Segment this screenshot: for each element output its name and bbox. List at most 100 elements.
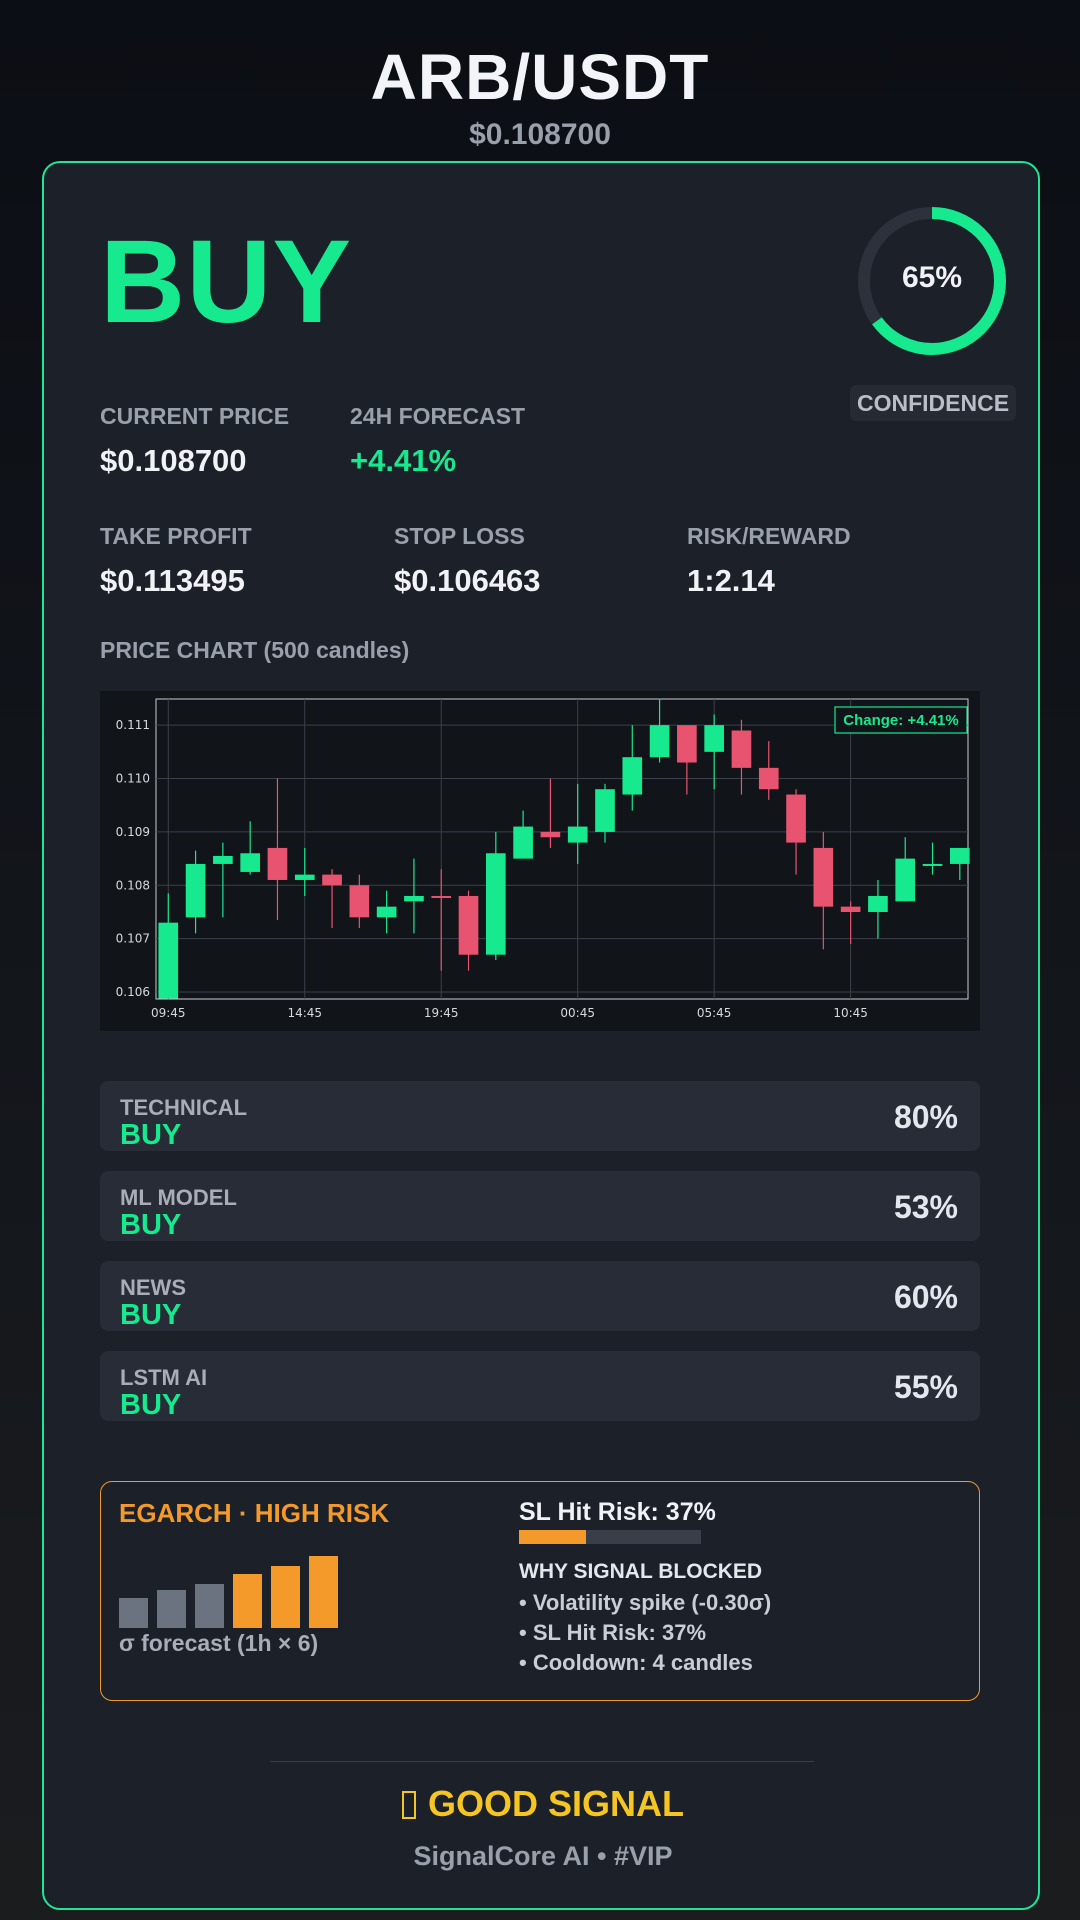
candle-body bbox=[404, 895, 424, 902]
candle-body bbox=[567, 826, 588, 843]
chart-title: PRICE CHART (500 candles) bbox=[100, 637, 410, 663]
source-signal: BUY bbox=[120, 1389, 182, 1421]
sigma-bar bbox=[233, 1574, 262, 1628]
candle-body bbox=[240, 853, 260, 872]
footer-divider bbox=[270, 1761, 814, 1762]
signal-card: BUY 65% CONFIDENCE CURRENT PRICE $0.1087… bbox=[42, 161, 1040, 1910]
why-item: • Volatility spike (-0.30σ) bbox=[519, 1590, 772, 1615]
candle-body bbox=[704, 725, 724, 752]
risk-panel: EGARCH · HIGH RISK σ forecast (1h × 6) S… bbox=[100, 1481, 980, 1701]
take-profit-label: TAKE PROFIT bbox=[100, 523, 252, 549]
sl-hit-risk-bar bbox=[519, 1530, 701, 1544]
y-tick-label: 0.110 bbox=[116, 772, 150, 786]
take-profit-value: $0.113495 bbox=[100, 563, 245, 598]
sigma-forecast-bars bbox=[119, 1548, 339, 1628]
header-price: $0.108700 bbox=[469, 118, 611, 151]
current-price-label: CURRENT PRICE bbox=[100, 403, 290, 429]
source-row-lstm-ai: LSTM AI BUY 55% bbox=[100, 1351, 980, 1421]
sigma-label: σ forecast (1h × 6) bbox=[119, 1630, 319, 1656]
candle-body bbox=[376, 906, 397, 918]
source-signal: BUY bbox=[120, 1299, 182, 1331]
sigma-bar bbox=[195, 1584, 224, 1628]
why-blocked-list: • Volatility spike (-0.30σ) • SL Hit Ris… bbox=[519, 1588, 771, 1678]
stop-loss-value: $0.106463 bbox=[394, 563, 541, 598]
x-tick-label: 14:45 bbox=[287, 1006, 322, 1020]
confidence-value: 65% bbox=[901, 261, 963, 294]
sigma-bar bbox=[309, 1556, 338, 1628]
candle-body bbox=[185, 863, 206, 918]
candle-body bbox=[786, 794, 806, 843]
y-tick-label: 0.109 bbox=[116, 825, 150, 839]
source-percent: 80% bbox=[893, 1099, 958, 1135]
verdict-text: GOOD SIGNAL bbox=[427, 1783, 684, 1824]
x-tick-label: 00:45 bbox=[560, 1006, 595, 1020]
candle-body bbox=[813, 847, 834, 907]
candle-body bbox=[267, 847, 288, 880]
forecast-value: +4.41% bbox=[350, 443, 457, 478]
why-item: • Cooldown: 4 candles bbox=[519, 1650, 753, 1675]
candle-body bbox=[649, 725, 670, 758]
candle-body bbox=[622, 757, 643, 795]
candle-body bbox=[458, 895, 479, 955]
x-tick-label: 09:45 bbox=[151, 1006, 186, 1020]
source-percent: 55% bbox=[893, 1369, 958, 1405]
brand-footer: SignalCore AI • #VIP bbox=[413, 1841, 673, 1871]
candle-body bbox=[595, 789, 615, 832]
pair-title: ARB/USDT bbox=[370, 41, 710, 113]
confidence-label: CONFIDENCE bbox=[850, 385, 1016, 421]
candle-body bbox=[513, 826, 533, 859]
source-name: LSTM AI bbox=[120, 1365, 208, 1390]
candle-body bbox=[540, 831, 561, 838]
source-percent: 53% bbox=[893, 1189, 958, 1225]
why-blocked-title: WHY SIGNAL BLOCKED bbox=[519, 1560, 763, 1583]
candle-body bbox=[485, 853, 506, 955]
source-name: NEWS bbox=[120, 1275, 186, 1300]
current-price-value: $0.108700 bbox=[100, 443, 247, 478]
candle-body bbox=[922, 863, 943, 866]
source-row-ml-model: ML MODEL BUY 53% bbox=[100, 1171, 980, 1241]
candle-body bbox=[868, 895, 888, 912]
price-chart: 0.106 0.107 0.108 0.109 0.110 0.111 09:45 14:45… bbox=[100, 691, 980, 1031]
change-badge bbox=[834, 706, 968, 734]
confidence-gauge bbox=[858, 207, 1006, 355]
candle-body bbox=[949, 847, 970, 864]
y-tick-label: 0.106 bbox=[116, 985, 150, 999]
signal-direction: BUY bbox=[100, 216, 353, 348]
sl-hit-risk-fill bbox=[519, 1530, 587, 1544]
risk-reward-value: 1:2.14 bbox=[687, 563, 775, 598]
forecast-label: 24H FORECAST bbox=[350, 403, 526, 429]
box-glyph-icon bbox=[401, 1791, 416, 1819]
sigma-bar bbox=[271, 1566, 300, 1628]
sigma-bar bbox=[157, 1590, 186, 1628]
source-row-technical: TECHNICAL BUY 80% bbox=[100, 1081, 980, 1151]
y-tick-label: 0.107 bbox=[116, 932, 150, 946]
why-item: • SL Hit Risk: 37% bbox=[519, 1620, 707, 1645]
x-tick-label: 19:45 bbox=[424, 1006, 459, 1020]
x-tick-label: 10:45 bbox=[833, 1006, 868, 1020]
source-signal: BUY bbox=[120, 1119, 182, 1151]
candle-body bbox=[731, 730, 752, 768]
candle-body bbox=[349, 885, 370, 918]
candle-body bbox=[213, 855, 233, 864]
candle-body bbox=[895, 858, 916, 902]
source-name: ML MODEL bbox=[120, 1185, 237, 1210]
source-signal: BUY bbox=[120, 1209, 182, 1241]
risk-reward-label: RISK/REWARD bbox=[687, 523, 851, 549]
candle-body bbox=[431, 895, 452, 898]
candle-body bbox=[322, 874, 342, 886]
stop-loss-label: STOP LOSS bbox=[394, 523, 525, 549]
candle-body bbox=[840, 906, 861, 912]
source-name: TECHNICAL bbox=[120, 1095, 248, 1120]
candle-body bbox=[294, 874, 315, 880]
x-tick-label: 05:45 bbox=[697, 1006, 732, 1020]
sigma-bar bbox=[119, 1598, 148, 1628]
sl-hit-risk-title: SL Hit Risk: 37% bbox=[519, 1498, 716, 1526]
risk-title: EGARCH · HIGH RISK bbox=[119, 1498, 390, 1528]
verdict: GOOD SIGNAL bbox=[44, 1783, 1042, 1825]
candle-body bbox=[158, 922, 179, 999]
candle-body bbox=[758, 767, 779, 790]
source-row-news: NEWS BUY 60% bbox=[100, 1261, 980, 1331]
source-percent: 60% bbox=[893, 1279, 958, 1315]
y-tick-label: 0.111 bbox=[116, 718, 150, 732]
change-badge-text: Change: +4.41% bbox=[843, 712, 958, 729]
